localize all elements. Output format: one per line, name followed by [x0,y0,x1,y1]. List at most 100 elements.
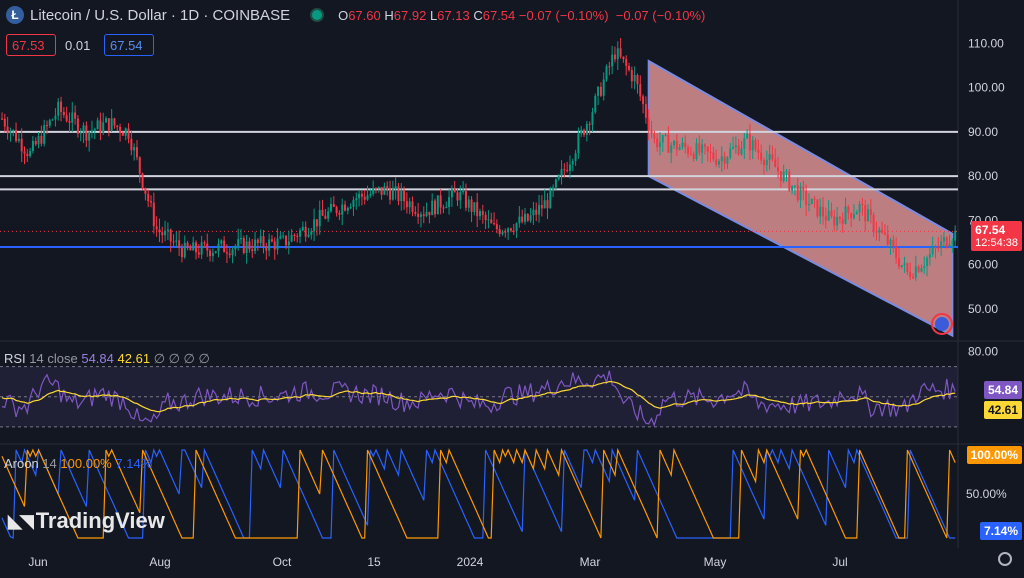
aroon-legend[interactable]: Aroon 14 100.00% 7.14% [4,456,152,471]
candle-body [335,206,338,214]
candle [675,134,678,156]
candle [481,204,484,224]
candle [133,143,136,161]
candle-body [824,216,827,221]
candle-body [518,216,521,224]
candle-body [113,118,116,126]
candle [442,204,445,214]
price-tick-label: 110.00 [968,36,1004,50]
candle [405,192,408,214]
candle [574,149,577,166]
candle-body [366,195,369,200]
candle-body [313,219,316,232]
candle-body [88,131,91,141]
candle [237,228,240,251]
settings-gear-icon[interactable] [998,552,1012,566]
candle [906,262,909,276]
candle-body [360,193,363,197]
candle [838,215,841,224]
candle-body [701,144,704,153]
candle [827,200,830,222]
candle-body [740,148,743,155]
candle [307,227,310,238]
candle [29,147,32,158]
candle-body [231,249,234,256]
candle-body [515,223,518,232]
candle-body [504,231,507,233]
candle [380,187,383,200]
rsi-legend[interactable]: RSI 14 close 54.84 42.61 ∅ ∅ ∅ ∅ [4,351,210,367]
candle-body [895,246,898,259]
candle [799,182,802,209]
candle-body [934,247,937,249]
candle [90,120,93,139]
candle [124,127,127,141]
candle [633,66,636,90]
symbol-title[interactable]: Litecoin / U.S. Dollar · 1D · COINBASE [30,6,291,24]
aroon-name: Aroon [4,456,39,471]
candle [439,189,442,215]
candle [71,102,74,133]
candle-body [40,135,43,144]
candle [507,227,510,240]
candle [96,117,99,130]
candle-body [692,153,695,159]
candle-body [96,120,99,130]
candle [265,242,268,260]
candle-body [577,133,580,154]
candle-body [273,241,276,250]
sell-button[interactable]: 67.53 [6,34,56,56]
candle [203,240,206,248]
aroon-up-line [1,447,956,539]
candle [487,210,490,229]
candle [748,123,751,161]
tradingview-logo-icon: ◣◥ [8,510,34,531]
candle-body [914,266,917,278]
candle-body [256,239,259,244]
candle [164,220,167,242]
candle [785,168,788,182]
candle [892,235,895,253]
candle-body [6,126,9,134]
candle-body [318,209,321,227]
candle [408,197,411,215]
candle-body [405,201,408,208]
rsi-name: RSI [4,351,26,366]
candle [743,132,746,160]
candle-body [403,190,406,202]
candle-body [60,101,63,113]
candle-body [920,267,923,272]
candle-body [279,236,282,239]
last-price-tag: 67.54 12:54:38 [971,221,1022,251]
candle-body [732,147,735,149]
candle-body [377,187,380,189]
candle-body [684,142,687,148]
candle-body [3,118,6,127]
candle [26,148,29,163]
candle-body [948,244,951,247]
candle [909,262,912,281]
candle [543,189,546,209]
rsi-params: 14 close [29,351,78,366]
buy-price: 67.54 [110,37,143,53]
candle [765,150,768,172]
candle-body [774,159,777,168]
candle [954,225,957,247]
candle-body [282,235,285,237]
candle-body [867,209,870,222]
market-status-icon[interactable] [310,8,325,22]
candle-body [630,69,633,82]
buy-button[interactable]: 67.54 [104,34,154,56]
candle-body [307,234,310,237]
candle-body [262,236,265,248]
candle-body [147,193,150,202]
candle-body [703,144,706,147]
candle-body [712,152,715,160]
candle-body [439,195,442,208]
candle [209,248,212,262]
candle [706,145,709,162]
candle [869,199,872,224]
candle-body [799,186,802,201]
candle-body [442,207,445,209]
